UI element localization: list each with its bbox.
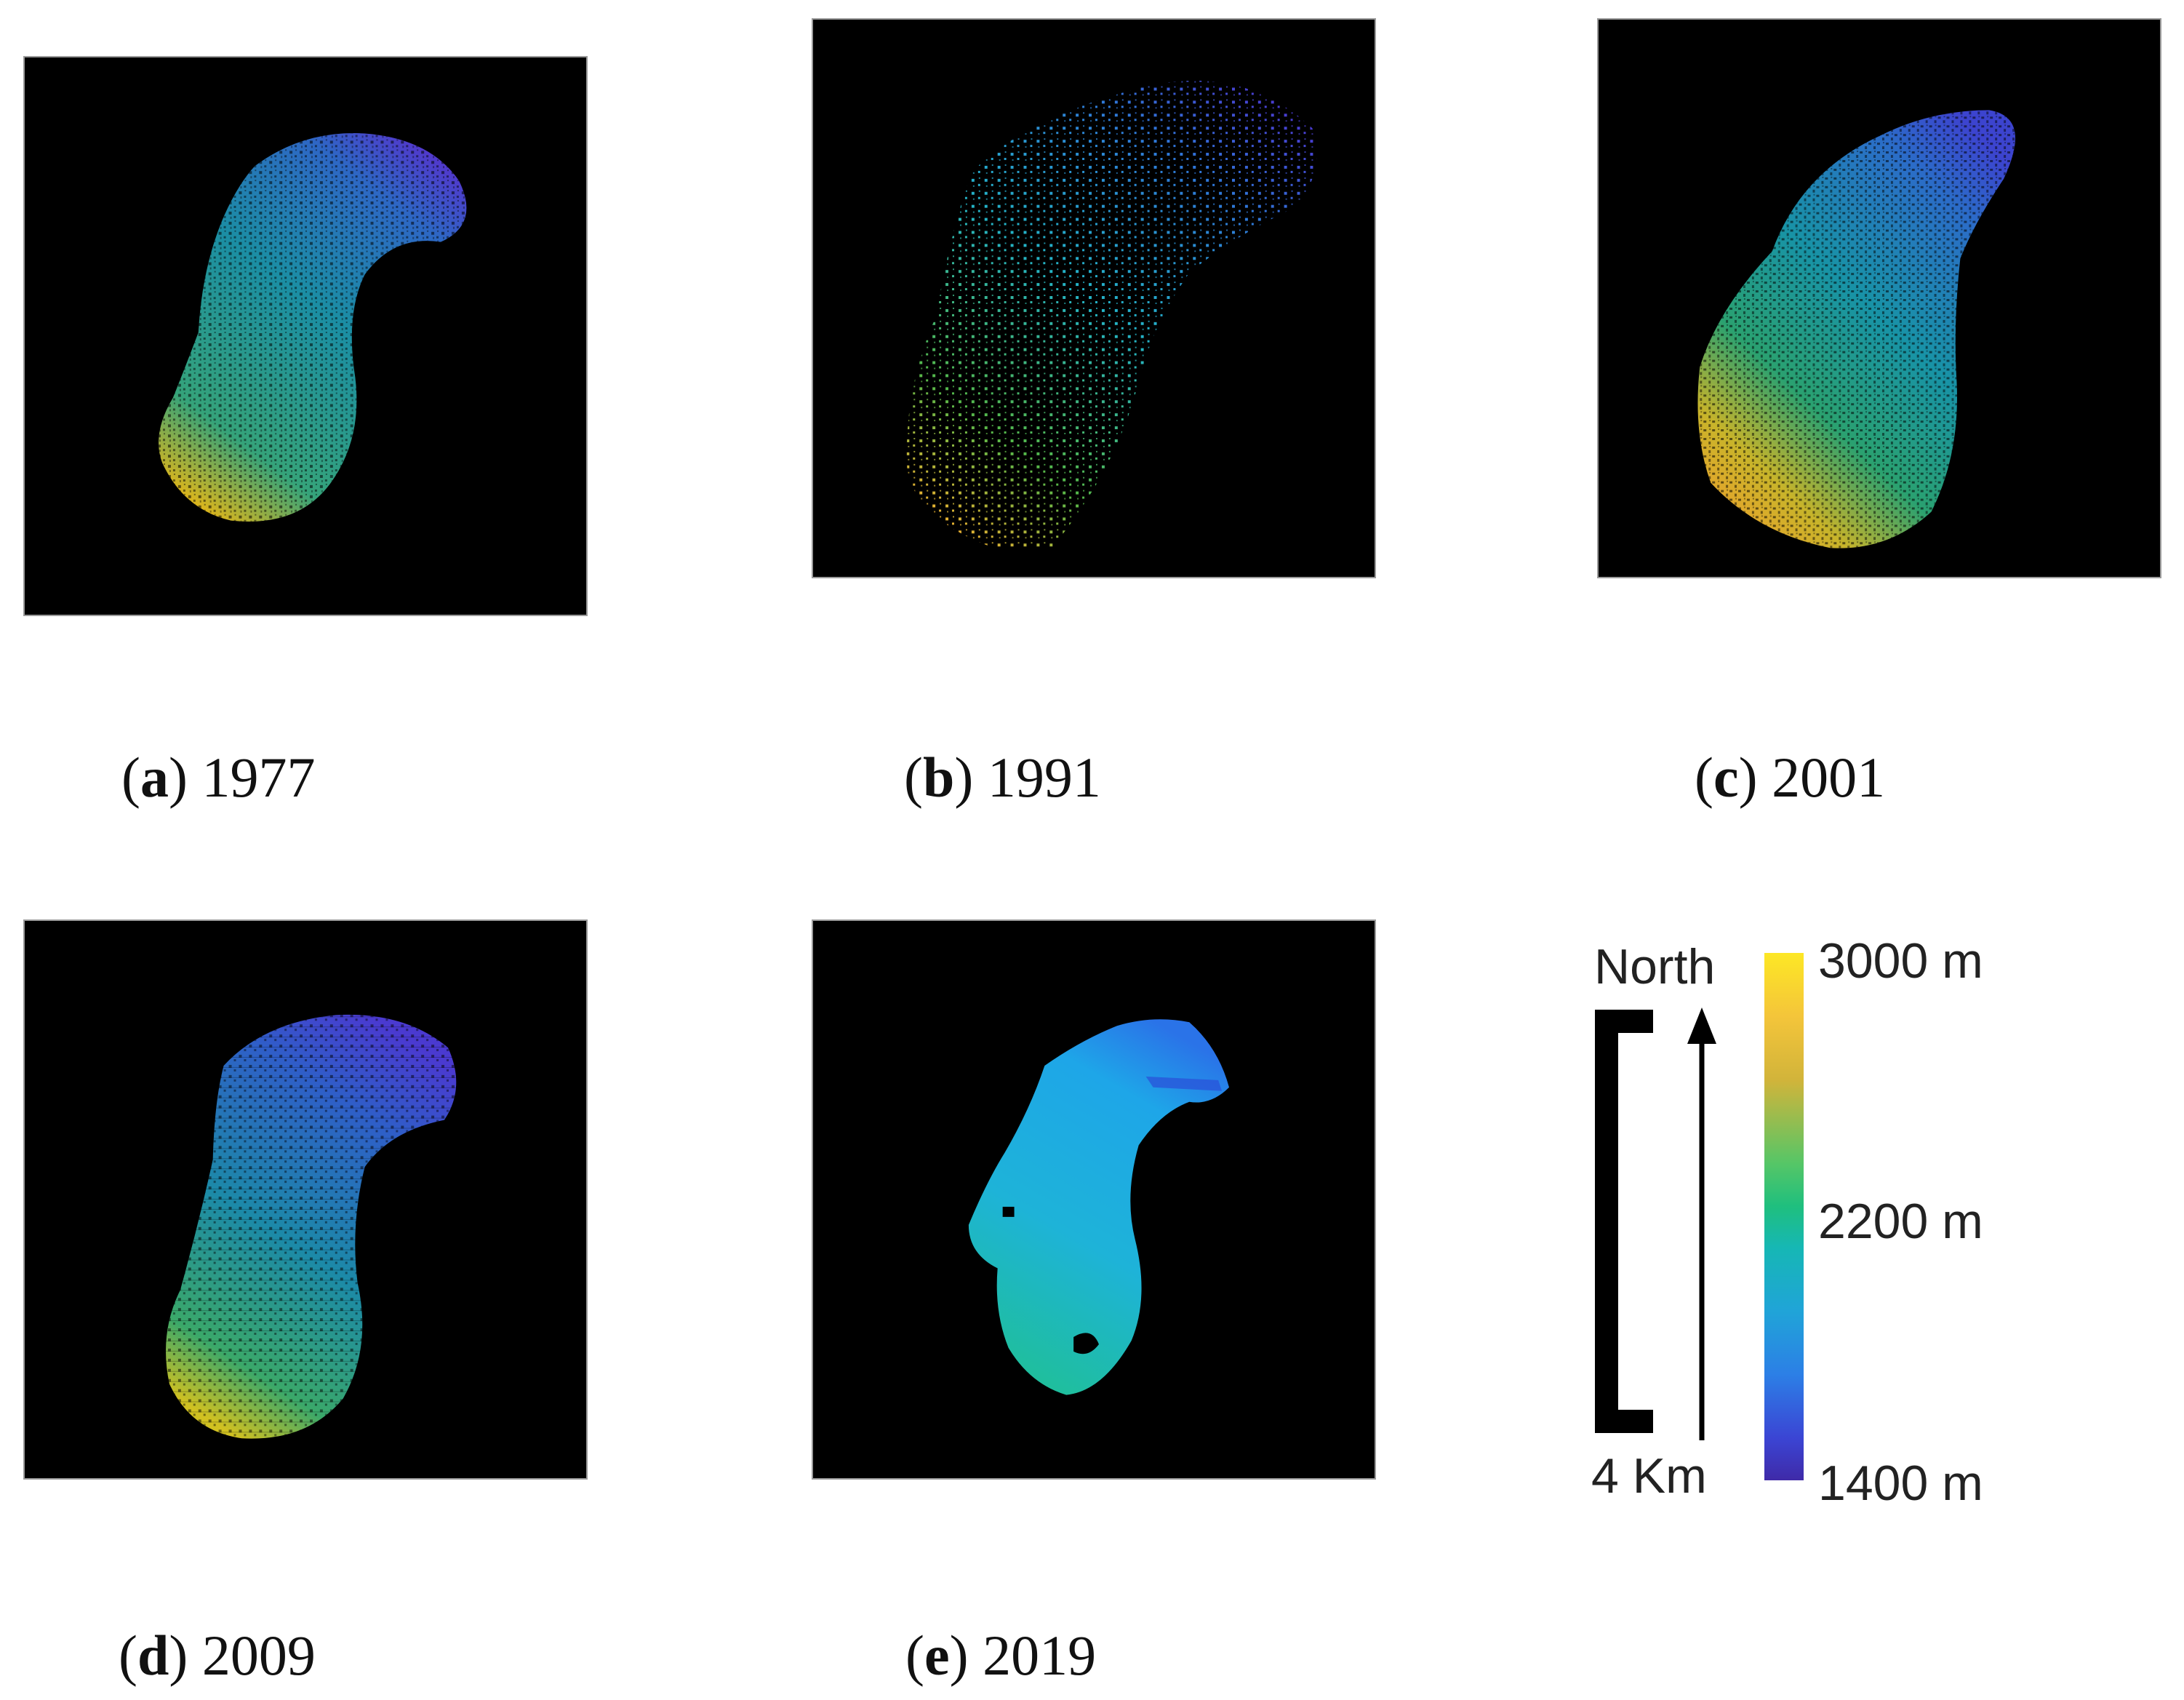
scale-label: 4 Km xyxy=(1591,1448,1707,1504)
colorbar-mid-label: 2200 m xyxy=(1818,1194,1983,1249)
colorbar-max-label: 3000 m xyxy=(1818,933,1983,989)
glacier-shape-e xyxy=(968,1019,1230,1395)
caption-year-a: 1977 xyxy=(201,746,316,809)
caption-letter-c: c xyxy=(1713,746,1739,809)
glacier-map-a xyxy=(159,133,467,522)
map-panel-b xyxy=(812,18,1376,578)
caption-b: (b) 1991 xyxy=(904,746,1101,809)
glacier-map-e xyxy=(968,1019,1230,1395)
glacier-map-b xyxy=(906,80,1317,548)
glacier-map-c xyxy=(1697,110,2016,548)
caption-a: (a) 1977 xyxy=(121,746,316,809)
glacier-shape-b xyxy=(906,80,1317,548)
map-panel-e xyxy=(812,919,1376,1480)
caption-d: (d) 2009 xyxy=(119,1624,316,1687)
caption-letter-a: a xyxy=(140,746,169,809)
caption-letter-d: d xyxy=(137,1624,169,1687)
north-label: North xyxy=(1594,939,1716,994)
caption-letter-e: e xyxy=(924,1624,950,1687)
map-panel-a xyxy=(23,56,588,616)
map-panel-c xyxy=(1597,18,2161,578)
caption-year-b: 1991 xyxy=(987,746,1101,809)
caption-letter-b: b xyxy=(922,746,955,809)
scale-bar xyxy=(1595,1010,1653,1433)
colorbar-min-label: 1400 m xyxy=(1818,1456,1983,1511)
caption-c: (c) 2001 xyxy=(1695,746,1886,809)
glacier-map-d xyxy=(166,1014,457,1439)
caption-year-d: 2009 xyxy=(201,1624,316,1687)
map-panel-d xyxy=(23,919,588,1480)
caption-e: (e) 2019 xyxy=(905,1624,1097,1687)
elevation-colorbar xyxy=(1764,953,1804,1480)
caption-year-c: 2001 xyxy=(1772,746,1886,809)
caption-year-e: 2019 xyxy=(983,1624,1097,1687)
north-arrow-icon xyxy=(1687,1007,1716,1440)
